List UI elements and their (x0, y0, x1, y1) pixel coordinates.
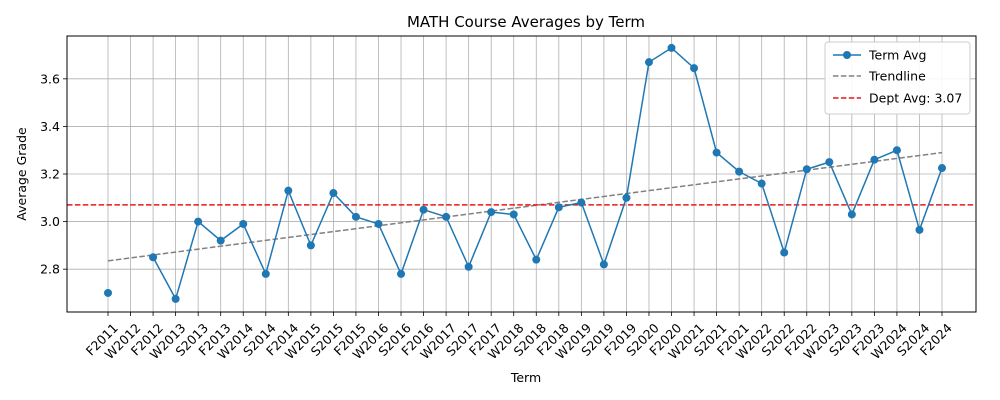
legend-dept-avg-label: Dept Avg: 3.07 (869, 91, 962, 106)
term-avg-point (667, 43, 676, 52)
legend: Term Avg Trendline Dept Avg: 3.07 (824, 41, 971, 115)
x-axis: F2011W2012F2012W2013S2013F2013W2014S2014… (83, 312, 955, 362)
term-avg-point (464, 262, 473, 271)
term-avg-point (690, 64, 699, 73)
term-avg-point (892, 146, 901, 155)
term-avg-point (261, 269, 270, 278)
term-avg-point (870, 155, 879, 164)
term-avg-line (152, 46, 943, 301)
term-avg-point (306, 241, 315, 250)
term-avg-point (712, 148, 721, 157)
term-avg-point (780, 248, 789, 257)
y-axis: 2.8 3.0 3.2 3.4 3.6 (40, 71, 67, 277)
term-avg-point (915, 225, 924, 234)
term-avg-point (757, 179, 766, 188)
term-avg-point (938, 164, 946, 173)
term-avg-point (599, 260, 608, 269)
term-avg-point (622, 193, 631, 202)
y-tick-label: 3.4 (40, 119, 60, 134)
term-avg-point (644, 58, 653, 67)
chart-title: MATH Course Averages by Term (407, 13, 645, 31)
term-avg-point (194, 217, 203, 226)
legend-trendline-label: Trendline (868, 69, 926, 84)
legend-term-avg-label: Term Avg (868, 48, 926, 63)
term-avg-point (351, 212, 360, 221)
series (104, 43, 946, 303)
term-avg-point (419, 205, 428, 214)
term-avg-point (735, 167, 744, 176)
y-tick-label: 3.2 (40, 167, 60, 182)
term-avg-point (374, 219, 383, 228)
term-avg-point (825, 158, 834, 167)
term-avg-point (554, 203, 563, 212)
term-avg-point (329, 189, 338, 198)
x-axis-label: Term (510, 370, 541, 385)
term-avg-point (487, 208, 496, 217)
term-avg-point (171, 294, 180, 303)
trendline (107, 151, 943, 262)
y-tick-label: 3.0 (40, 214, 60, 229)
term-avg-point (532, 255, 541, 264)
y-axis-label: Average Grade (14, 127, 29, 221)
term-avg-point (442, 212, 451, 221)
legend-box (824, 41, 971, 115)
term-avg-point (216, 236, 225, 245)
term-avg-point (577, 198, 586, 207)
term-avg-point (149, 253, 158, 262)
term-avg-point (802, 165, 811, 174)
term-avg-point (397, 269, 406, 278)
y-tick-label: 3.6 (40, 71, 60, 86)
term-avg-point (847, 210, 856, 219)
plot-frame (66, 35, 977, 313)
term-avg-point (509, 210, 518, 219)
legend-term-avg-marker (843, 51, 851, 59)
term-avg-point (239, 219, 248, 228)
term-avg-point (284, 186, 293, 195)
term-avg-point (104, 288, 112, 297)
y-tick-label: 2.8 (40, 262, 60, 277)
reference-lines (67, 151, 976, 262)
